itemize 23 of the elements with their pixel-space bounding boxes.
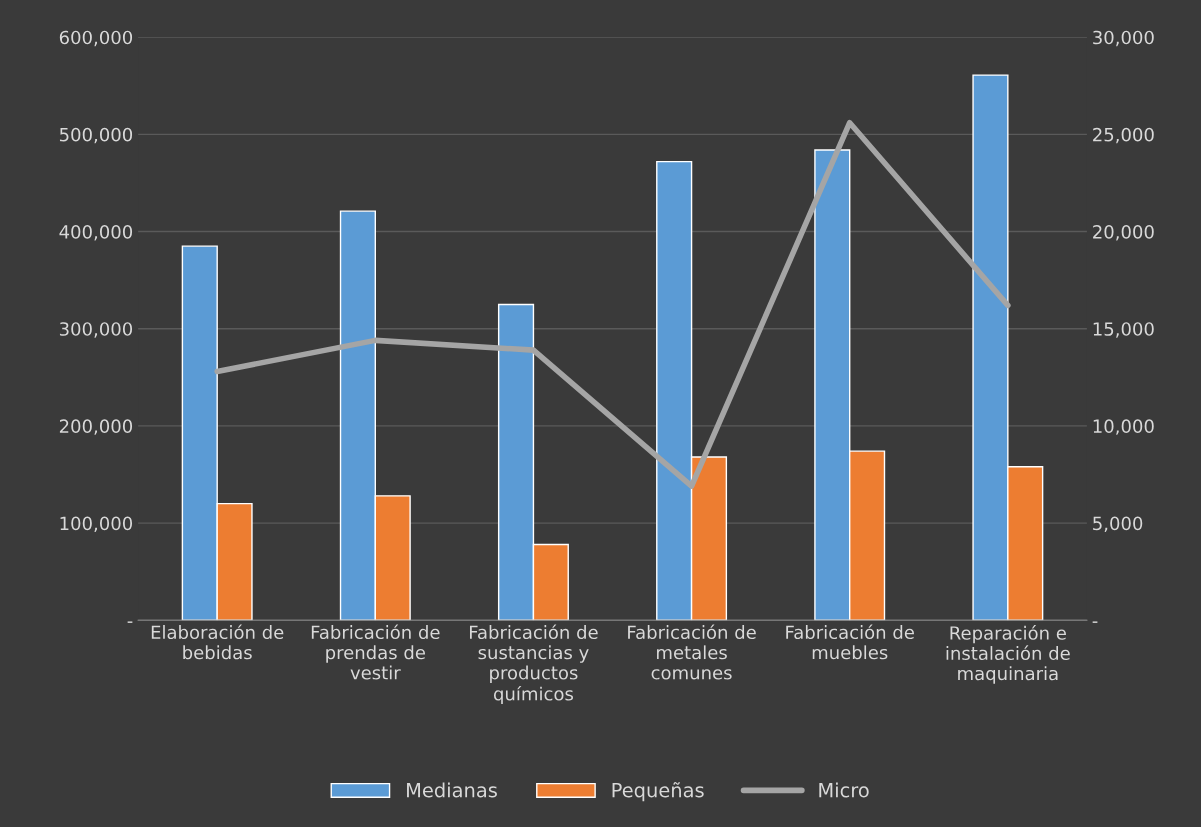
- y2-tick-label: 30,000: [1093, 30, 1154, 47]
- y-tick-label: 600,000: [59, 30, 133, 47]
- y-tick-label: 300,000: [59, 322, 133, 338]
- y-tick-label: 400,000: [59, 225, 133, 241]
- x-tick-label: Fabricación de sustancias y productos químicos: [470, 624, 598, 705]
- legend-label: Pequeñas: [612, 782, 704, 802]
- legend-label: Micro: [819, 782, 869, 798]
- y2-tick-label: 15,000: [1093, 322, 1154, 338]
- x-tick-label: Elaboración de bebidas: [151, 624, 284, 660]
- y-tick-label: 500,000: [59, 127, 133, 144]
- y-tick-label: 200,000: [59, 419, 133, 435]
- x-tick-label: Fabricación de muebles: [786, 624, 914, 660]
- y-tick-label: 100,000: [60, 516, 133, 533]
- y2-tick-label: -: [1092, 621, 1098, 623]
- legend-label: Medianas: [407, 782, 497, 798]
- y-tick-label: -: [127, 621, 133, 623]
- y2-tick-label: 25,000: [1093, 127, 1154, 144]
- x-tick-label: Fabricación de prendas de vestir: [311, 624, 440, 680]
- y2-tick-label: 10,000: [1093, 419, 1154, 435]
- x-tick-label: Reparación e instalación de maquinaria: [946, 625, 1070, 684]
- y2-tick-label: 5,000: [1093, 516, 1143, 533]
- y2-tick-label: 20,000: [1093, 225, 1154, 241]
- x-tick-label: Fabricación de metales comunes: [628, 624, 756, 680]
